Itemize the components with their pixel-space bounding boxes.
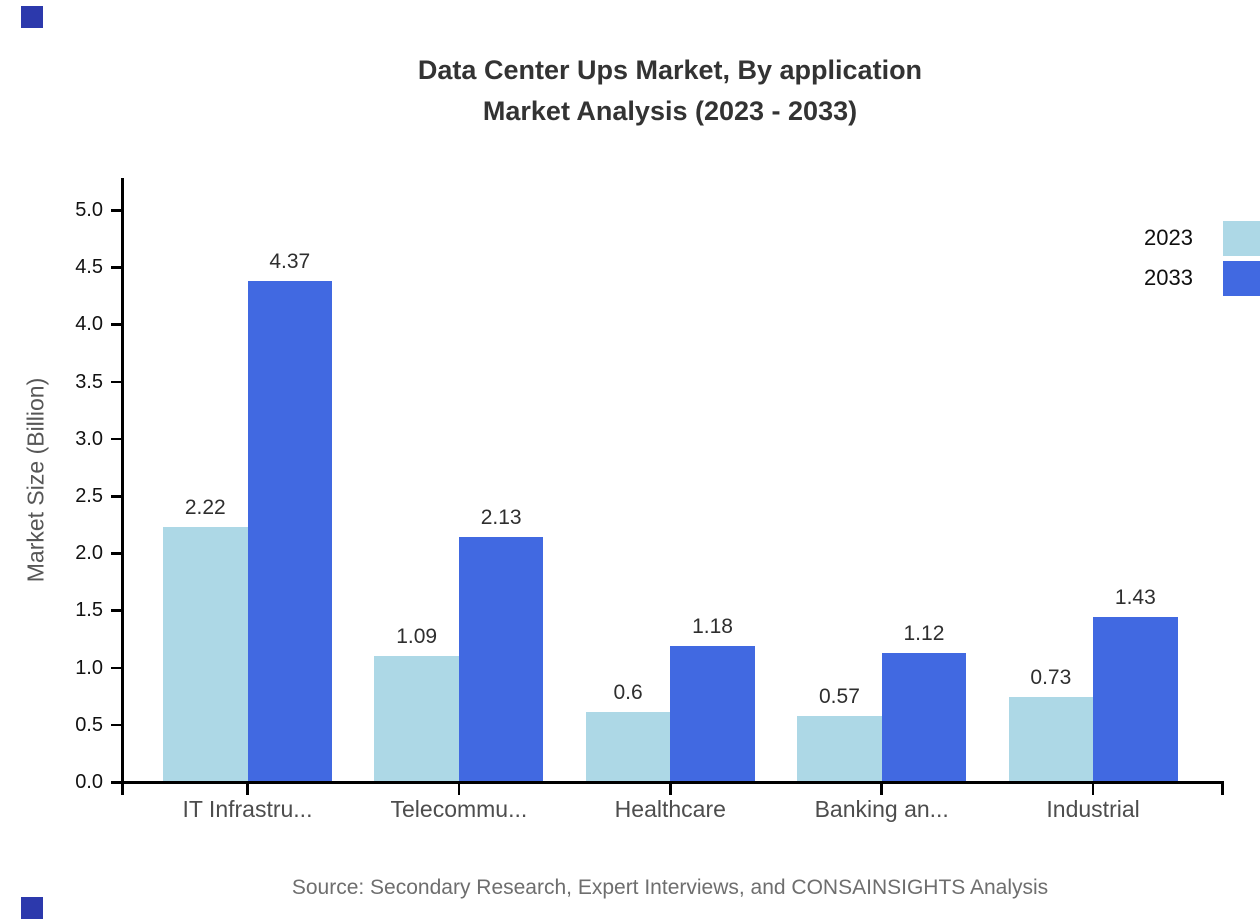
y-tick-mark [111, 552, 121, 555]
y-tick-label: 0.0 [75, 771, 103, 793]
category-label: Industrial [1046, 796, 1140, 822]
x-tick-mark [880, 783, 883, 795]
y-tick-label: 2.5 [75, 485, 103, 507]
y-tick-mark [111, 781, 121, 784]
legend-swatch [1223, 260, 1260, 296]
bar-2023 [1008, 697, 1094, 781]
legend-item: 2033 [1144, 258, 1260, 298]
x-tick-mark [246, 783, 249, 795]
y-tick-mark [111, 323, 121, 326]
bar-2033 [1093, 617, 1178, 781]
legend-label: 2033 [1144, 265, 1193, 290]
category-label: Telecommu... [390, 796, 528, 822]
x-axis-end-tick [1221, 783, 1224, 795]
y-tick-label: 4.5 [75, 256, 103, 279]
bar-value-label: 0.6 [613, 681, 643, 705]
legend-label: 2023 [1144, 225, 1193, 250]
chart-title-line2: Market Analysis (2023 - 2033) [482, 96, 858, 126]
corner-mark-bottom-left [21, 897, 43, 919]
y-tick-label: 0.5 [75, 713, 103, 736]
bar-2033 [458, 537, 544, 781]
category-label: IT Infrastru... [182, 796, 313, 822]
bar-2033 [670, 646, 755, 781]
y-tick-label: 1.5 [75, 599, 103, 622]
source-row: Source: Secondary Research, Expert Inter… [80, 876, 1260, 900]
y-tick-label: 4.0 [75, 313, 103, 336]
y-tick-label: 2.0 [75, 542, 103, 565]
bar-2023 [163, 527, 248, 781]
bar-value-label: 2.22 [184, 496, 226, 520]
bar-2023 [374, 656, 459, 781]
bar-2023 [797, 715, 882, 781]
legend-swatch [1223, 220, 1260, 256]
bar-value-label: 1.43 [1114, 586, 1156, 610]
chart-title-line1: Data Center Ups Market, By application [417, 55, 923, 85]
bar-value-label: 0.57 [819, 684, 860, 708]
x-axis-end-tick [121, 783, 124, 795]
x-tick-mark [1091, 783, 1095, 795]
y-tick-label: 3.5 [75, 370, 103, 393]
y-tick-mark [111, 666, 121, 670]
bar-value-label: 2.13 [480, 506, 522, 530]
category-label: Banking an... [814, 796, 949, 822]
bar-2033 [881, 652, 967, 781]
x-tick-mark [669, 783, 672, 795]
bar-value-label: 4.37 [269, 250, 311, 274]
bar-2033 [247, 281, 332, 781]
y-tick-mark [111, 437, 121, 441]
y-tick-label: 1.0 [75, 656, 103, 679]
bar-value-label: 1.18 [692, 615, 733, 638]
chart-title: Data Center Ups Market, By application M… [80, 50, 1260, 132]
y-tick-mark [111, 495, 121, 498]
legend: 2023 2033 [1144, 218, 1260, 298]
x-tick-mark [457, 783, 461, 795]
y-tick-label: 5.0 [75, 199, 103, 221]
y-tick-mark [111, 209, 121, 212]
x-axis-spine [121, 781, 1224, 784]
bar-value-label: 1.09 [396, 625, 438, 649]
corner-mark-top-left [21, 6, 43, 28]
category-label: Healthcare [614, 796, 726, 822]
legend-item: 2023 [1144, 218, 1260, 258]
y-tick-label: 3.0 [75, 427, 103, 450]
y-tick-mark [111, 380, 121, 384]
y-tick-mark [111, 609, 121, 612]
bar-value-label: 0.73 [1030, 666, 1072, 690]
bar-2023 [585, 712, 671, 781]
bar-value-label: 1.12 [903, 621, 945, 645]
source-text: Source: Secondary Research, Expert Inter… [291, 876, 1049, 899]
y-axis-spine [121, 178, 124, 784]
y-tick-mark [111, 723, 121, 727]
y-tick-mark [111, 266, 121, 269]
